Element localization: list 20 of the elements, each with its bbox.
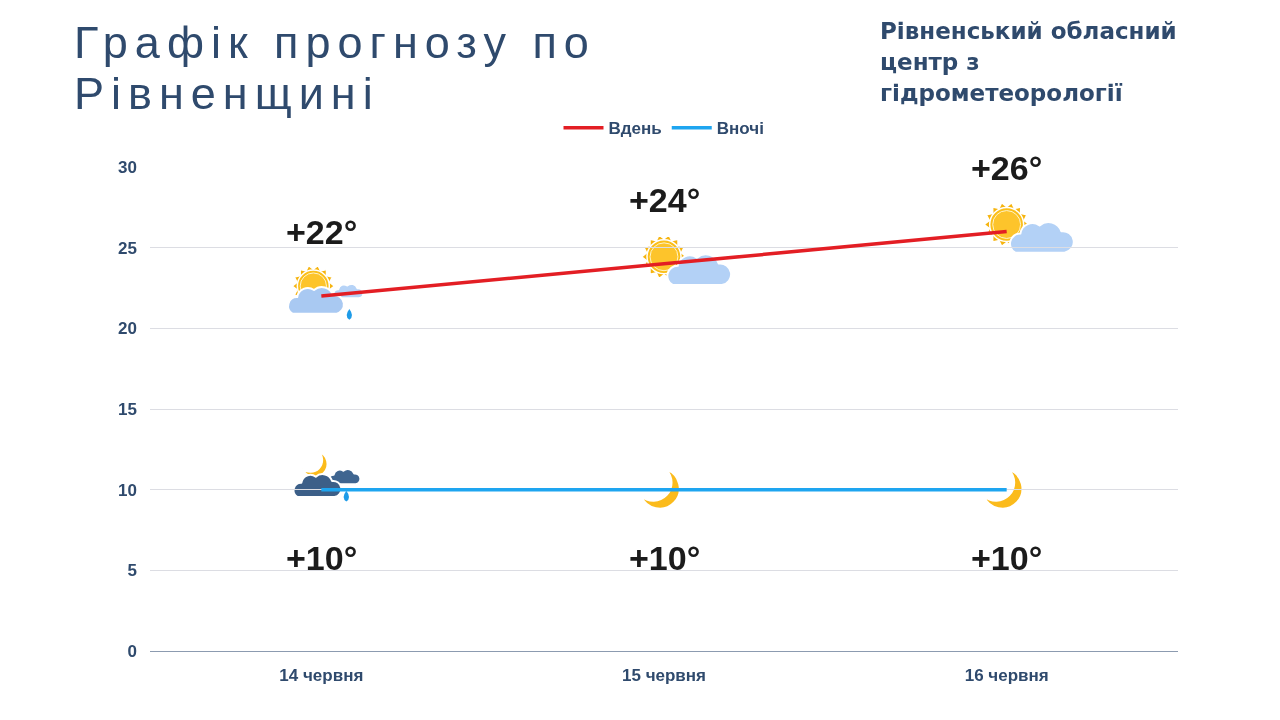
x-tick-label: 16 червня (964, 665, 1049, 685)
data-label: +10° (629, 539, 701, 577)
legend-label: Вдень (608, 119, 662, 139)
data-label: +10° (286, 539, 358, 577)
y-tick-label: 20 (118, 319, 137, 339)
x-tick-label: 15 червня (622, 665, 706, 685)
data-label: +22° (286, 213, 358, 251)
data-label: +26° (971, 149, 1043, 187)
x-tick-label: 14 червня (279, 665, 364, 685)
y-tick-label: 25 (118, 238, 137, 258)
text: Рівненський обласний центр з гідрометеорології (880, 17, 1178, 108)
chart-title: Графік прогнозу по Рівненщині (74, 17, 597, 119)
data-label: +10° (971, 539, 1043, 577)
y-tick-label: 15 (118, 399, 137, 419)
data-label: +24° (629, 181, 701, 219)
y-tick-label: 0 (127, 641, 137, 661)
legend-label: Вночі (716, 119, 764, 139)
y-tick-label: 5 (127, 561, 137, 581)
y-tick-label: 10 (118, 480, 137, 500)
y-tick-label: 30 (118, 157, 137, 177)
